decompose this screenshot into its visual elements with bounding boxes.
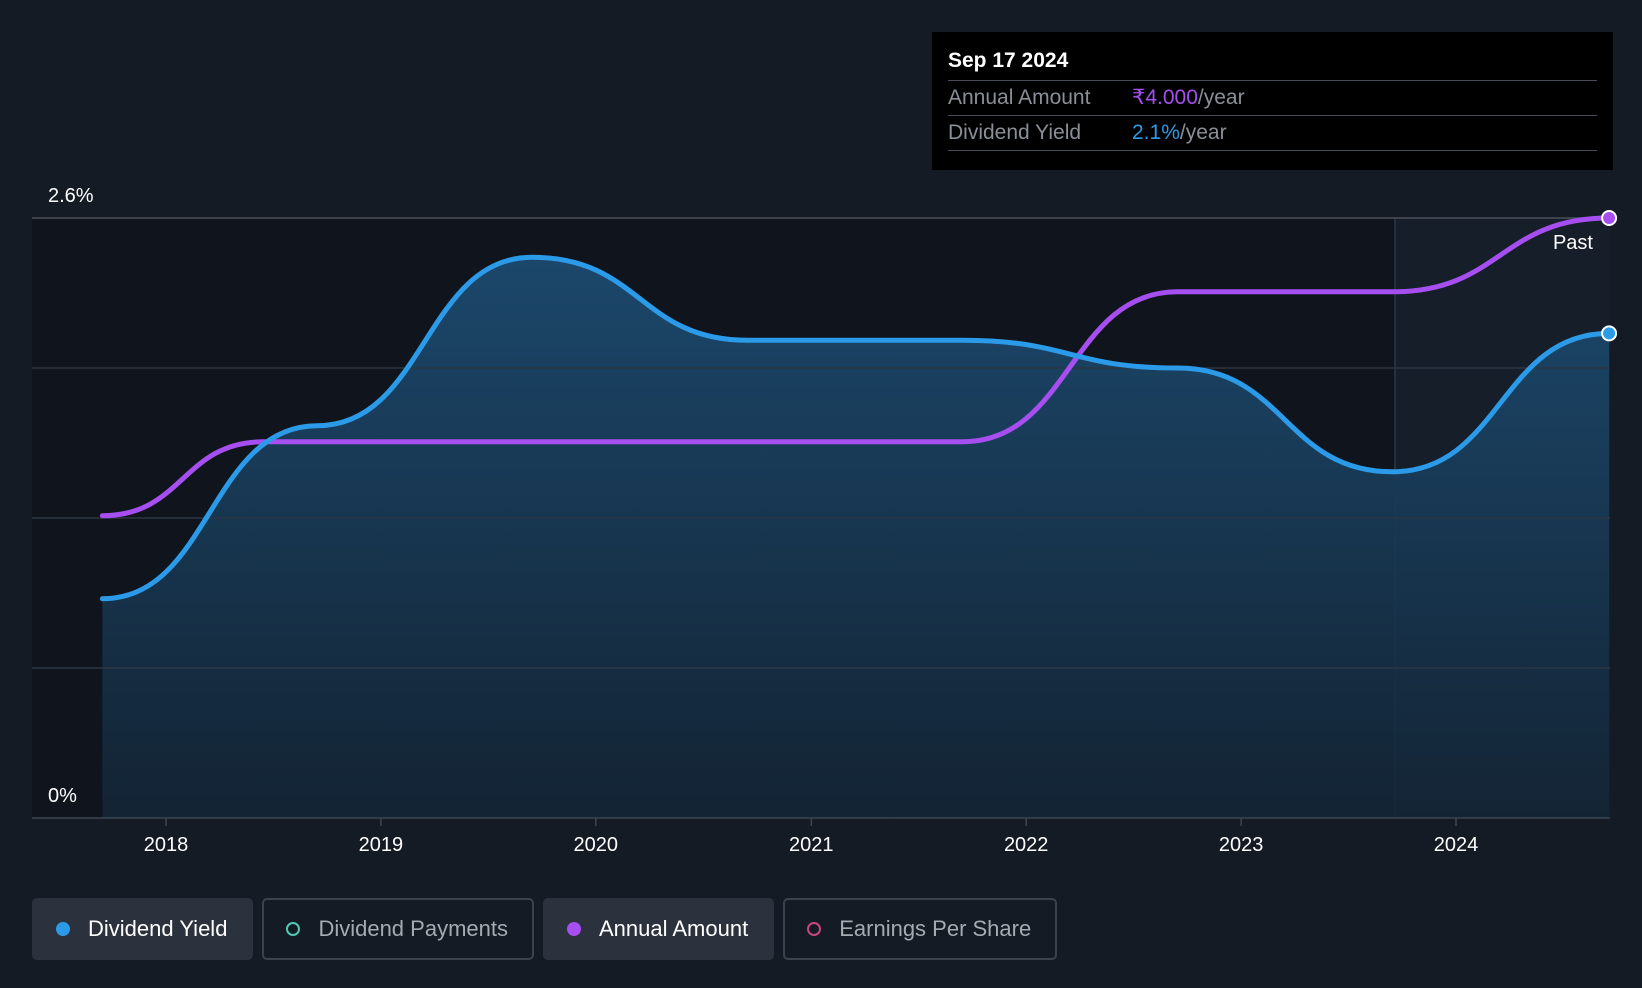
legend-annual-amount-button[interactable]: Annual Amount — [542, 898, 775, 960]
x-tick-label: 2024 — [1434, 834, 1479, 856]
legend-dividend-yield-label: Dividend Yield — [88, 916, 228, 941]
x-tick-label: 2019 — [359, 834, 404, 856]
tooltip: Sep 17 2024 Annual Amount ₹4.000 /year D… — [932, 32, 1613, 170]
tooltip-dividend-yield-value: 2.1% — [1132, 121, 1180, 144]
y-tick-bottom: 0% — [48, 785, 77, 807]
annual-amount-end-point — [1601, 210, 1618, 226]
past-label: Past — [1553, 232, 1593, 254]
annual-amount-dot-icon — [566, 922, 581, 936]
x-tick-label: 2023 — [1219, 834, 1264, 856]
legend-dividend-payments-button[interactable]: Dividend Payments — [262, 898, 534, 960]
tooltip-annual-amount-value: ₹4.000 — [1132, 86, 1198, 109]
legend-earnings-per-share-label: Earnings Per Share — [839, 916, 1032, 941]
legend-annual-amount-label: Annual Amount — [598, 916, 749, 941]
tooltip-annual-amount-row: Annual Amount ₹4.000 /year — [948, 80, 1597, 115]
tooltip-dividend-yield-unit: /year — [1179, 121, 1227, 144]
dividend-yield-dot-icon — [56, 922, 70, 936]
tooltip-dividend-yield-label: Dividend Yield — [948, 121, 1082, 144]
x-tick-label: 2020 — [574, 834, 619, 856]
x-tick-label: 2021 — [789, 834, 834, 856]
legend: Dividend Yield Dividend Payments Annual … — [32, 898, 1066, 960]
legend-earnings-per-share-button[interactable]: Earnings Per Share — [783, 898, 1058, 960]
tooltip-annual-amount-unit: /year — [1197, 86, 1245, 109]
x-tick-label: 2018 — [144, 834, 189, 856]
legend-dividend-payments-label: Dividend Payments — [318, 916, 508, 941]
earnings-per-share-dot-icon — [807, 922, 822, 936]
x-tick-label: 2022 — [1004, 834, 1049, 856]
dividend-yield-end-point — [1601, 325, 1618, 342]
tooltip-date: Sep 17 2024 — [948, 49, 1069, 72]
y-tick-top: 2.6% — [48, 185, 94, 207]
dividend-payments-dot-icon — [286, 922, 301, 936]
legend-dividend-yield-button[interactable]: Dividend Yield — [32, 898, 254, 960]
dividend-yield-line — [99, 254, 1612, 602]
tooltip-dividend-yield-row: Dividend Yield 2.1% /year — [948, 115, 1597, 151]
dividend-yield-area — [102, 257, 1610, 818]
tooltip-annual-amount-label: Annual Amount — [948, 86, 1091, 109]
